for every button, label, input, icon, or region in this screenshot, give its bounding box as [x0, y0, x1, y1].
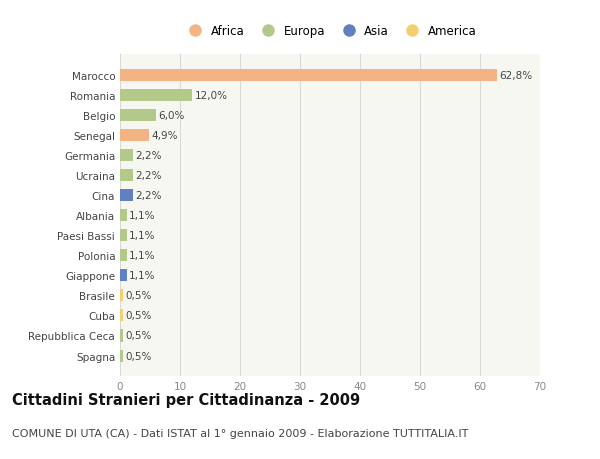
Text: 4,9%: 4,9% [152, 131, 178, 141]
Bar [120, 130, 149, 142]
Text: 6,0%: 6,0% [158, 111, 185, 121]
Text: 0,5%: 0,5% [125, 291, 152, 301]
Text: 2,2%: 2,2% [136, 151, 162, 161]
Text: 1,1%: 1,1% [129, 231, 155, 241]
Text: 0,5%: 0,5% [125, 311, 152, 321]
Text: 1,1%: 1,1% [129, 211, 155, 221]
Text: COMUNE DI UTA (CA) - Dati ISTAT al 1° gennaio 2009 - Elaborazione TUTTITALIA.IT: COMUNE DI UTA (CA) - Dati ISTAT al 1° ge… [12, 428, 469, 438]
Text: 12,0%: 12,0% [194, 91, 227, 101]
Text: 2,2%: 2,2% [136, 191, 162, 201]
Bar [120, 250, 127, 262]
Bar [120, 70, 497, 82]
Bar [120, 90, 192, 102]
Bar [120, 350, 123, 362]
Text: 0,5%: 0,5% [125, 331, 152, 341]
Text: Cittadini Stranieri per Cittadinanza - 2009: Cittadini Stranieri per Cittadinanza - 2… [12, 392, 360, 407]
Bar [120, 270, 127, 282]
Bar [120, 210, 127, 222]
Bar [120, 330, 123, 342]
Legend: Africa, Europa, Asia, America: Africa, Europa, Asia, America [179, 20, 481, 43]
Text: 1,1%: 1,1% [129, 271, 155, 281]
Bar [120, 150, 133, 162]
Text: 2,2%: 2,2% [136, 171, 162, 181]
Bar [120, 310, 123, 322]
Text: 0,5%: 0,5% [125, 351, 152, 361]
Bar [120, 110, 156, 122]
Text: 62,8%: 62,8% [499, 71, 532, 81]
Bar [120, 190, 133, 202]
Bar [120, 230, 127, 242]
Bar [120, 290, 123, 302]
Text: 1,1%: 1,1% [129, 251, 155, 261]
Bar [120, 170, 133, 182]
